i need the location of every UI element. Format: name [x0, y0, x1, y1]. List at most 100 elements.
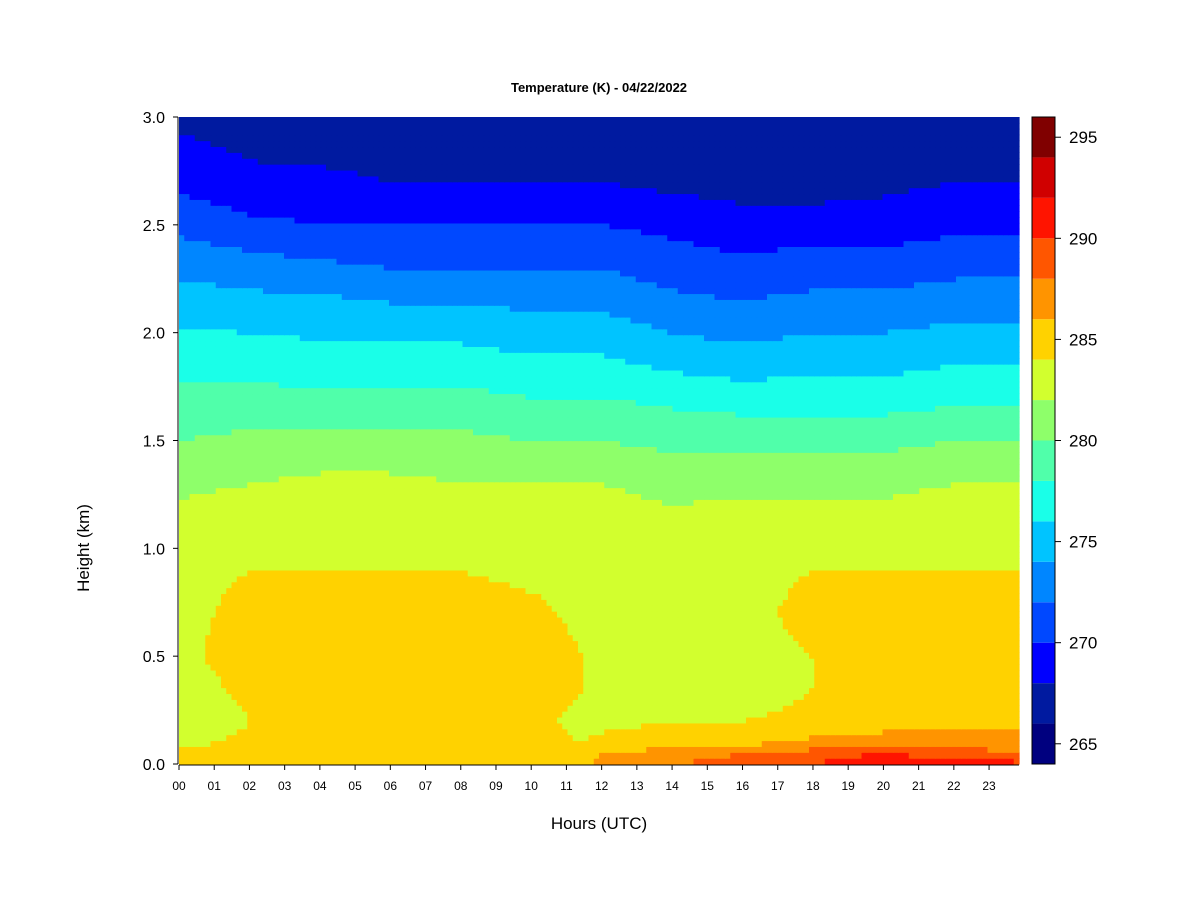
- heatmap-cell: [473, 652, 479, 659]
- heatmap-cell: [845, 722, 852, 730]
- heatmap-cell: [756, 728, 763, 736]
- heatmap-cell: [924, 652, 931, 659]
- heatmap-cell: [725, 675, 731, 683]
- heatmap-cell: [467, 687, 474, 695]
- heatmap-cell: [378, 699, 385, 706]
- heatmap-cell: [609, 611, 616, 618]
- heatmap-cell: [945, 646, 952, 653]
- heatmap-cell: [662, 740, 668, 747]
- heatmap-cell: [578, 640, 584, 647]
- heatmap-cell: [478, 746, 485, 753]
- heatmap-cell: [882, 640, 889, 647]
- heatmap-cell: [620, 728, 626, 736]
- heatmap-cell: [410, 646, 416, 653]
- heatmap-cell: [420, 669, 427, 677]
- heatmap-cell: [998, 646, 1004, 653]
- heatmap-cell: [583, 681, 590, 689]
- heatmap-cell: [578, 716, 584, 724]
- heatmap-cell: [714, 622, 721, 630]
- heatmap-cell: [278, 587, 285, 595]
- heatmap-cell: [352, 752, 359, 759]
- heatmap-cell: [373, 705, 380, 712]
- heatmap-cell: [856, 658, 863, 665]
- heatmap-cell: [420, 681, 427, 689]
- heatmap-cell: [751, 752, 758, 759]
- heatmap-cell: [987, 722, 994, 730]
- heatmap-cell: [924, 616, 931, 624]
- heatmap-cell: [457, 693, 464, 700]
- heatmap-cell: [462, 705, 469, 712]
- heatmap-cell: [935, 693, 941, 700]
- heatmap-cell: [830, 605, 836, 612]
- heatmap-cell: [331, 675, 338, 683]
- heatmap-cell: [966, 599, 973, 606]
- heatmap-cell: [520, 599, 527, 606]
- heatmap-cell: [551, 628, 558, 636]
- heatmap-cell: [761, 722, 768, 730]
- heatmap-cell: [457, 734, 464, 742]
- heatmap-cell: [866, 699, 873, 706]
- heatmap-cell: [767, 640, 773, 647]
- heatmap-cell: [709, 634, 716, 642]
- heatmap-cell: [294, 611, 301, 618]
- heatmap-cell: [567, 746, 574, 753]
- heatmap-cell: [620, 675, 626, 683]
- heatmap-cell: [856, 611, 863, 618]
- heatmap-cell: [704, 687, 710, 695]
- heatmap-cell: [987, 616, 994, 624]
- heatmap-cell: [835, 711, 842, 718]
- heatmap-cell: [635, 658, 642, 665]
- heatmap-cell: [1003, 628, 1010, 636]
- heatmap-cell: [320, 652, 327, 659]
- heatmap-cell: [336, 693, 343, 700]
- heatmap-cell: [310, 693, 317, 700]
- heatmap-cell: [441, 646, 448, 653]
- heatmap-cell: [179, 611, 185, 618]
- heatmap-cell: [635, 752, 642, 759]
- heatmap-cell: [446, 581, 453, 589]
- heatmap-cell: [735, 699, 742, 706]
- heatmap-cell: [609, 699, 616, 706]
- heatmap-cell: [252, 646, 259, 653]
- heatmap-cell: [425, 740, 432, 747]
- heatmap-cell: [473, 593, 479, 600]
- heatmap-cell: [572, 605, 579, 612]
- heatmap-cell: [824, 658, 831, 665]
- heatmap-cell: [730, 687, 737, 695]
- heatmap-cell: [667, 675, 674, 683]
- heatmap-cell: [809, 681, 815, 689]
- heatmap-cell: [688, 681, 695, 689]
- heatmap-cell: [278, 581, 285, 589]
- heatmap-cell: [798, 722, 805, 730]
- heatmap-cell: [751, 628, 758, 636]
- heatmap-cell: [315, 722, 322, 730]
- heatmap-cell: [399, 664, 406, 671]
- heatmap-cell: [861, 652, 868, 659]
- heatmap-cell: [683, 581, 689, 589]
- heatmap-cell: [614, 611, 621, 618]
- heatmap-cell: [593, 705, 600, 712]
- heatmap-cell: [851, 758, 857, 765]
- heatmap-cell: [971, 581, 978, 589]
- heatmap-cell: [924, 705, 931, 712]
- heatmap-cell: [730, 746, 737, 753]
- heatmap-cell: [263, 752, 269, 759]
- heatmap-cell: [294, 646, 301, 653]
- heatmap-cell: [583, 734, 590, 742]
- heatmap-cell: [824, 681, 831, 689]
- heatmap-cell: [525, 758, 532, 765]
- heatmap-cell: [835, 705, 842, 712]
- heatmap-cell: [588, 611, 595, 618]
- heatmap-cell: [856, 669, 863, 677]
- heatmap-cell: [289, 587, 296, 595]
- heatmap-cell: [257, 664, 264, 671]
- heatmap-cell: [609, 640, 616, 647]
- heatmap-cell: [525, 599, 532, 606]
- heatmap-cell: [987, 734, 994, 742]
- heatmap-cell: [347, 687, 353, 695]
- heatmap-cell: [420, 746, 427, 753]
- heatmap-cell: [289, 593, 296, 600]
- heatmap-cell: [798, 716, 805, 724]
- heatmap-cell: [268, 652, 275, 659]
- heatmap-cell: [977, 687, 983, 695]
